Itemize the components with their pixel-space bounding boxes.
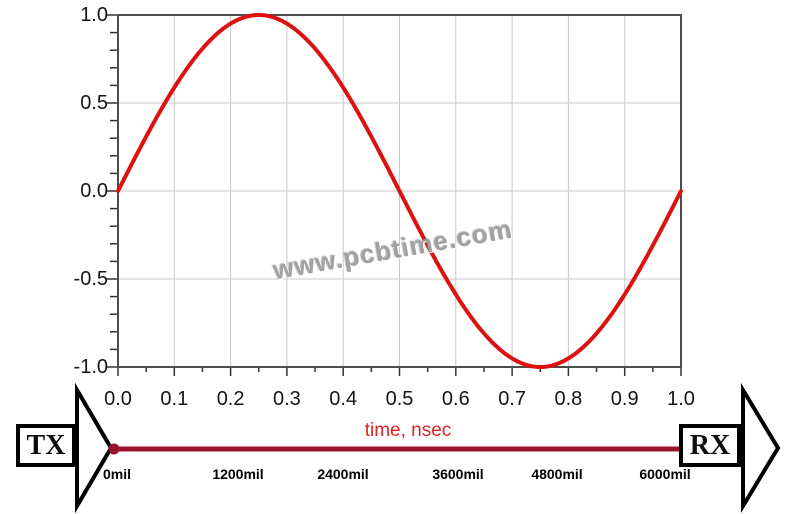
distance-label: 2400mil bbox=[317, 466, 369, 482]
distance-label: 6000mil bbox=[639, 466, 691, 482]
rx-box: RX bbox=[679, 424, 741, 467]
rx-arrow-icon bbox=[741, 382, 781, 514]
y-tick-label: 1.0 bbox=[80, 4, 108, 26]
x-tick-label: 0.0 bbox=[104, 388, 132, 410]
distance-label: 4800mil bbox=[531, 466, 583, 482]
x-tick-label: 0.8 bbox=[554, 388, 583, 410]
y-tick-label: 0.5 bbox=[80, 92, 108, 114]
x-tick-label: 0.3 bbox=[272, 388, 301, 410]
x-tick-label: 0.2 bbox=[216, 388, 245, 410]
trace-start-node bbox=[108, 443, 120, 455]
x-tick-label: 0.6 bbox=[441, 388, 470, 410]
x-tick-label: 0.4 bbox=[329, 388, 358, 410]
tx-box: TX bbox=[16, 424, 76, 467]
tx-label: TX bbox=[26, 429, 66, 461]
distance-label: 3600mil bbox=[432, 466, 484, 482]
rx-label: RX bbox=[689, 429, 731, 461]
x-tick-label: 0.5 bbox=[385, 388, 414, 410]
sine-curve bbox=[116, 13, 683, 369]
x-tick-label: 0.9 bbox=[610, 388, 639, 410]
y-tick-label: -0.5 bbox=[73, 268, 108, 290]
x-axis-title: time, nsec bbox=[364, 420, 452, 441]
y-tick-label: -1.0 bbox=[73, 356, 108, 378]
tx-arrow-icon bbox=[75, 382, 114, 514]
x-tick-label: 0.1 bbox=[160, 388, 189, 410]
x-tick-label: 1.0 bbox=[667, 388, 695, 410]
distance-label: 0mil bbox=[102, 466, 132, 482]
y-tick-label: 0.0 bbox=[80, 180, 108, 202]
x-tick-label: 0.7 bbox=[498, 388, 526, 410]
distance-label: 1200mil bbox=[212, 466, 264, 482]
